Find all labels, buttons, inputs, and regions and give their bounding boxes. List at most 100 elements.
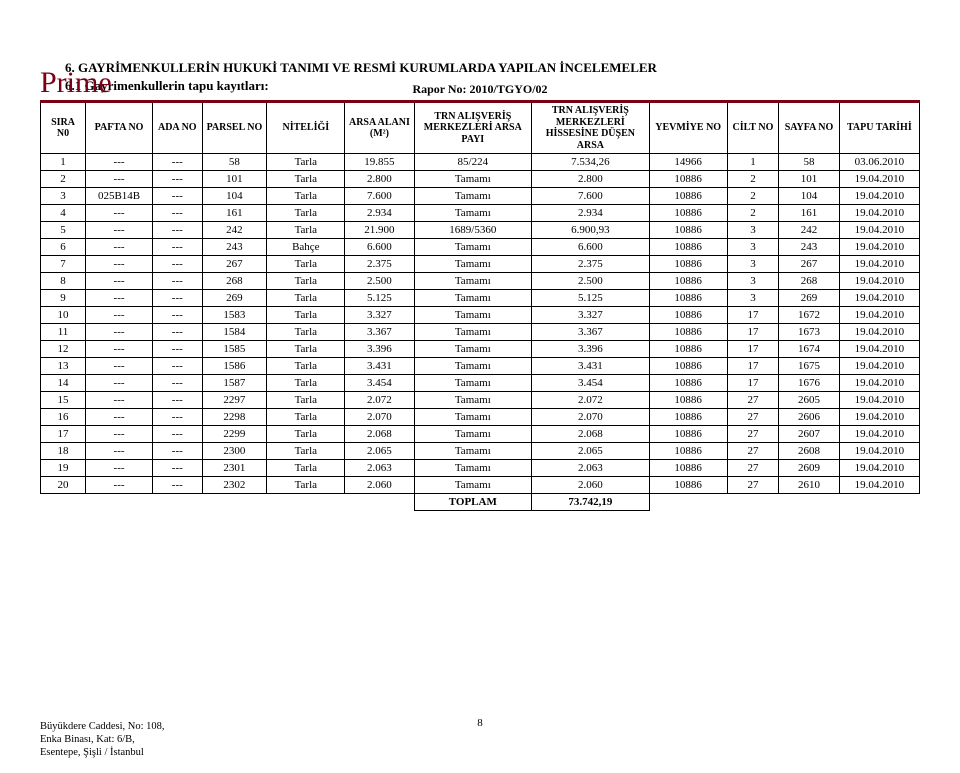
cell-alan: 3.367 <box>345 324 414 341</box>
cell-tarih: 19.04.2010 <box>839 426 919 443</box>
cell-tarih: 03.06.2010 <box>839 154 919 171</box>
cell-ada: --- <box>153 375 202 392</box>
cell-alan: 5.125 <box>345 290 414 307</box>
report-number: Rapor No: 2010/TGYO/02 <box>0 82 960 97</box>
cell-sayfa: 101 <box>779 171 839 188</box>
cell-cilt: 2 <box>727 205 779 222</box>
cell-nitelik: Tarla <box>267 273 345 290</box>
cell-cilt: 2 <box>727 188 779 205</box>
cell-sayfa: 2607 <box>779 426 839 443</box>
cell-sayfa: 243 <box>779 239 839 256</box>
cell-sayfa: 2609 <box>779 460 839 477</box>
cell-alan: 2.060 <box>345 477 414 494</box>
cell-ada: --- <box>153 426 202 443</box>
cell-pafta: --- <box>86 324 153 341</box>
cell-cilt: 17 <box>727 358 779 375</box>
cell-yev: 10886 <box>649 460 727 477</box>
cell-ada: --- <box>153 307 202 324</box>
cell-pafta: 025B14B <box>86 188 153 205</box>
cell-parsel: 2300 <box>202 443 267 460</box>
table-row: 3025B14B---104Tarla7.600Tamamı7.60010886… <box>41 188 920 205</box>
brand-underline <box>40 100 920 103</box>
cell-parsel: 2297 <box>202 392 267 409</box>
cell-trn2: 2.065 <box>532 443 650 460</box>
cell-sayfa: 1675 <box>779 358 839 375</box>
cell-nitelik: Tarla <box>267 443 345 460</box>
cell-cilt: 17 <box>727 324 779 341</box>
cell-tarih: 19.04.2010 <box>839 273 919 290</box>
cell-tarih: 19.04.2010 <box>839 477 919 494</box>
cell-yev: 10886 <box>649 341 727 358</box>
cell-ada: --- <box>153 154 202 171</box>
cell-cilt: 17 <box>727 307 779 324</box>
cell-pafta: --- <box>86 290 153 307</box>
cell-alan: 3.327 <box>345 307 414 324</box>
cell-trn1: Tamamı <box>414 409 532 426</box>
cell-nitelik: Bahçe <box>267 239 345 256</box>
cell-pafta: --- <box>86 154 153 171</box>
cell-sira: 18 <box>41 443 86 460</box>
cell-sira: 3 <box>41 188 86 205</box>
cell-nitelik: Tarla <box>267 426 345 443</box>
cell-yev: 10886 <box>649 426 727 443</box>
cell-ada: --- <box>153 273 202 290</box>
cell-trn2: 2.800 <box>532 171 650 188</box>
cell-alan: 2.800 <box>345 171 414 188</box>
cell-alan: 19.855 <box>345 154 414 171</box>
cell-parsel: 2302 <box>202 477 267 494</box>
cell-sira: 5 <box>41 222 86 239</box>
cell-sira: 15 <box>41 392 86 409</box>
cell-pafta: --- <box>86 205 153 222</box>
cell-nitelik: Tarla <box>267 375 345 392</box>
cell-nitelik: Tarla <box>267 171 345 188</box>
cell-sira: 16 <box>41 409 86 426</box>
cell-sayfa: 161 <box>779 205 839 222</box>
footer-line-3: Esentepe, Şişli / İstanbul <box>40 746 165 759</box>
cell-tarih: 19.04.2010 <box>839 171 919 188</box>
cell-alan: 2.934 <box>345 205 414 222</box>
cell-trn2: 2.072 <box>532 392 650 409</box>
cell-sira: 4 <box>41 205 86 222</box>
cell-trn1: Tamamı <box>414 307 532 324</box>
cell-pafta: --- <box>86 256 153 273</box>
table-row: 17------2299Tarla2.068Tamamı2.0681088627… <box>41 426 920 443</box>
cell-tarih: 19.04.2010 <box>839 409 919 426</box>
col-tarih-header: TAPU TARİHİ <box>839 103 919 154</box>
cell-trn2: 6.900,93 <box>532 222 650 239</box>
footer-line-1: Büyükdere Caddesi, No: 108, <box>40 720 165 733</box>
cell-yev: 10886 <box>649 392 727 409</box>
col-ada-header: ADA NO <box>153 103 202 154</box>
cell-ada: --- <box>153 205 202 222</box>
cell-alan: 2.068 <box>345 426 414 443</box>
cell-yev: 10886 <box>649 409 727 426</box>
cell-trn2: 3.367 <box>532 324 650 341</box>
cell-trn2: 2.060 <box>532 477 650 494</box>
col-trn1-header: TRN ALIŞVERİŞ MERKEZLERİ ARSA PAYI <box>414 103 532 154</box>
cell-ada: --- <box>153 460 202 477</box>
cell-ada: --- <box>153 290 202 307</box>
cell-yev: 10886 <box>649 358 727 375</box>
cell-alan: 2.065 <box>345 443 414 460</box>
cell-yev: 10886 <box>649 307 727 324</box>
cell-tarih: 19.04.2010 <box>839 375 919 392</box>
cell-sayfa: 104 <box>779 188 839 205</box>
table-row: 4------161Tarla2.934Tamamı2.934108862161… <box>41 205 920 222</box>
table-row: 10------1583Tarla3.327Tamamı3.3271088617… <box>41 307 920 324</box>
cell-trn1: Tamamı <box>414 460 532 477</box>
col-cilt-header: CİLT NO <box>727 103 779 154</box>
cell-trn1: Tamamı <box>414 426 532 443</box>
table-row: 13------1586Tarla3.431Tamamı3.4311088617… <box>41 358 920 375</box>
cell-tarih: 19.04.2010 <box>839 341 919 358</box>
cell-sira: 20 <box>41 477 86 494</box>
cell-pafta: --- <box>86 273 153 290</box>
cell-trn1: Tamamı <box>414 477 532 494</box>
cell-pafta: --- <box>86 426 153 443</box>
cell-trn1: Tamamı <box>414 171 532 188</box>
cell-trn1: Tamamı <box>414 443 532 460</box>
cell-nitelik: Tarla <box>267 307 345 324</box>
cell-cilt: 27 <box>727 409 779 426</box>
table-header-row: SIRA N0 PAFTA NO ADA NO PARSEL NO NİTELİ… <box>41 103 920 154</box>
cell-alan: 7.600 <box>345 188 414 205</box>
cell-trn2: 3.454 <box>532 375 650 392</box>
cell-nitelik: Tarla <box>267 154 345 171</box>
